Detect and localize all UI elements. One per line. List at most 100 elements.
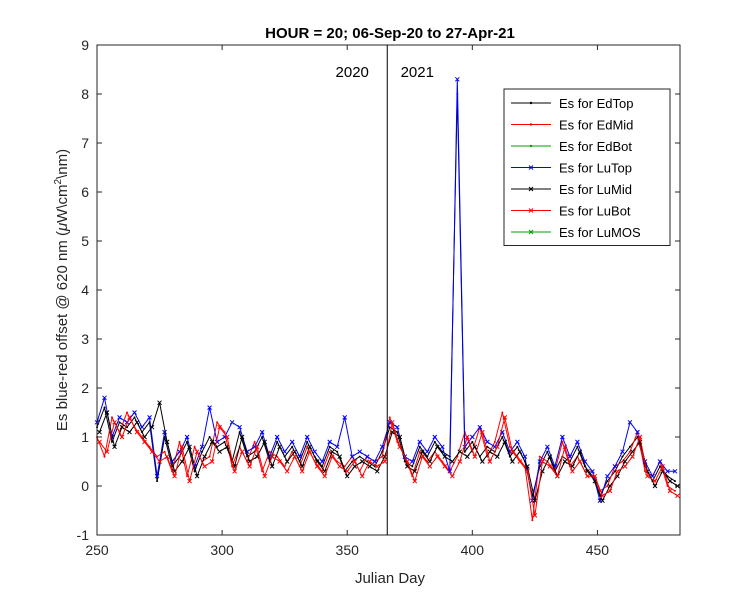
data-point	[366, 460, 369, 463]
data-point	[372, 459, 378, 464]
data-point	[134, 429, 140, 435]
legend-label: Es for EdMid	[559, 118, 633, 133]
data-point	[606, 480, 609, 483]
data-point	[119, 424, 125, 430]
data-point	[486, 445, 489, 448]
data-point	[412, 478, 418, 484]
data-point	[434, 444, 440, 450]
data-point	[447, 468, 453, 474]
data-point	[675, 493, 680, 499]
y-axis-label: Es blue-red offset @ 620 nm (μW\cm2\nm)	[53, 149, 71, 431]
legend-marker	[529, 144, 533, 148]
series-line	[96, 411, 676, 521]
data-point	[562, 459, 568, 464]
data-point	[187, 478, 192, 484]
data-point	[627, 419, 633, 425]
data-point	[186, 475, 189, 478]
data-point	[418, 450, 421, 453]
x-tick-label: 300	[210, 542, 234, 558]
data-point	[292, 454, 298, 459]
data-point	[269, 454, 275, 459]
data-point	[613, 470, 616, 473]
data-point	[337, 464, 343, 469]
legend-entry: Es for EdBot	[511, 139, 632, 154]
data-point	[117, 415, 122, 420]
data-point	[484, 439, 490, 445]
data-point	[546, 450, 549, 453]
data-point	[254, 454, 260, 459]
data-point	[103, 406, 106, 409]
legend-marker	[528, 208, 534, 213]
data-point	[337, 454, 343, 459]
data-point	[232, 468, 237, 474]
data-point	[555, 473, 560, 479]
data-point	[600, 493, 605, 499]
data-point	[112, 444, 117, 450]
annotation-layer: 2020 2021	[336, 45, 434, 535]
data-point	[329, 454, 335, 459]
data-point	[358, 455, 361, 458]
data-point	[268, 450, 271, 453]
data-point	[494, 454, 500, 459]
data-point	[119, 434, 125, 440]
data-point	[540, 459, 545, 464]
data-point	[179, 459, 185, 464]
x-tick-label: 450	[586, 542, 610, 558]
data-point	[472, 444, 478, 450]
data-point	[344, 473, 350, 479]
data-point	[432, 434, 438, 440]
data-point	[487, 459, 493, 464]
data-point	[672, 468, 678, 474]
data-point	[457, 449, 463, 455]
data-point	[439, 444, 445, 450]
data-point	[126, 411, 129, 414]
y-tick-label: 4	[81, 282, 89, 298]
data-point	[630, 454, 635, 459]
data-point	[334, 444, 340, 450]
data-point	[419, 454, 425, 459]
data-point	[412, 468, 418, 474]
data-point	[517, 449, 523, 455]
data-point	[157, 400, 162, 406]
data-point	[471, 440, 474, 443]
data-point	[359, 473, 365, 479]
legend-entry: Es for EdMid	[511, 118, 633, 133]
legend-entry: Es for EdTop	[511, 96, 633, 111]
data-point	[575, 439, 580, 445]
data-point	[394, 424, 400, 430]
data-point	[179, 444, 185, 450]
data-point	[538, 455, 541, 458]
data-point	[635, 429, 640, 435]
y-axis-label-main: Es blue-red offset @ 620 nm (	[54, 231, 71, 431]
data-point	[194, 449, 200, 455]
data-point	[494, 444, 500, 450]
data-point	[259, 429, 265, 435]
data-point	[306, 440, 309, 443]
data-point	[463, 450, 466, 453]
year-annotation: 2020	[336, 64, 369, 81]
data-point	[239, 449, 245, 455]
data-point	[374, 468, 380, 474]
data-point	[147, 415, 152, 420]
data-point	[621, 455, 624, 458]
data-point	[328, 450, 331, 453]
data-point	[560, 434, 565, 440]
data-point	[102, 395, 107, 401]
x-tick-label: 400	[461, 542, 485, 558]
data-point	[202, 454, 207, 459]
data-point	[637, 434, 643, 440]
data-point	[208, 455, 211, 458]
data-point	[134, 419, 140, 425]
data-point	[132, 410, 137, 415]
data-point	[209, 439, 215, 445]
y-tick-label: 7	[81, 135, 89, 151]
data-point	[327, 439, 333, 445]
data-point	[652, 478, 658, 484]
data-point	[97, 439, 102, 445]
data-point	[411, 465, 414, 468]
data-point	[216, 421, 219, 424]
data-point	[561, 440, 564, 443]
data-point	[103, 455, 106, 458]
data-point	[329, 449, 335, 455]
data-point	[388, 416, 391, 419]
